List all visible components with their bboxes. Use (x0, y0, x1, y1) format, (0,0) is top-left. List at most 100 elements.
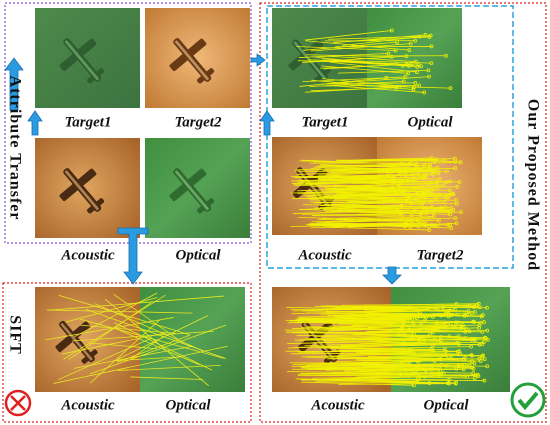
keypoint (457, 180, 462, 184)
fail-icon (4, 389, 32, 417)
keypoint (448, 86, 453, 91)
match-line (322, 186, 422, 191)
keypoint (401, 342, 406, 347)
match-line (299, 174, 402, 178)
match-line (303, 41, 398, 51)
image (145, 8, 250, 108)
match-lines (296, 28, 453, 95)
keypoint (426, 305, 431, 310)
match-line (321, 58, 418, 68)
match-line (334, 183, 438, 188)
keypoint (478, 359, 483, 364)
match-line (310, 43, 411, 52)
image-layer (35, 8, 510, 392)
match-line (325, 367, 440, 369)
keypoint (393, 48, 398, 53)
match-line (328, 364, 442, 367)
match-line (301, 367, 415, 372)
keypoint (453, 159, 458, 164)
image-label: Optical (166, 397, 212, 413)
match-line (342, 35, 431, 46)
match-line (296, 317, 409, 319)
keypoint (422, 90, 427, 95)
image-label: Optical (408, 114, 454, 130)
keypoint (485, 305, 489, 310)
airplane (59, 38, 105, 84)
keypoint (469, 344, 473, 349)
match-line (345, 311, 458, 316)
keypoint (432, 159, 437, 164)
keypoint (429, 222, 434, 227)
arrow-up (4, 57, 24, 111)
match-line (358, 167, 456, 173)
keypoint (410, 341, 415, 346)
keypoint (389, 28, 394, 33)
match-line (65, 297, 158, 323)
match-line (58, 294, 191, 336)
match-line (334, 204, 433, 208)
match-line (364, 303, 479, 306)
highlight (293, 41, 326, 80)
keypoint (427, 228, 432, 232)
image (140, 287, 245, 392)
keypoint (458, 352, 463, 356)
keypoint (415, 64, 420, 69)
match-line (363, 356, 481, 362)
keypoint (452, 307, 457, 312)
keypoint (416, 172, 421, 177)
success-icon (510, 382, 546, 418)
match-line (332, 34, 426, 44)
keypoint (427, 165, 432, 170)
keypoint (389, 54, 394, 59)
match-line (338, 383, 456, 385)
keypoint (471, 366, 476, 371)
keypoint (430, 348, 435, 353)
keypoint (464, 363, 469, 368)
keypoint (472, 361, 477, 366)
match-line (298, 314, 413, 318)
keypoint (454, 198, 458, 203)
keypoint (466, 309, 471, 313)
match-line (90, 324, 227, 375)
match-line (79, 318, 224, 359)
match-line (61, 331, 169, 355)
keypoint (438, 335, 443, 339)
attribute-transfer-frame (4, 2, 252, 244)
proposed-frame (259, 2, 547, 423)
match-line (363, 306, 480, 310)
keypoint (435, 165, 440, 170)
match-line (333, 174, 434, 178)
match-line (320, 203, 423, 209)
match-lines (45, 292, 228, 387)
keypoint (401, 180, 406, 185)
match-line (348, 200, 445, 203)
image-label: Target2 (175, 114, 222, 130)
keypoint (426, 188, 431, 193)
keypoint (451, 208, 456, 212)
side-label: Attribute Transfer (6, 76, 23, 221)
match-line (114, 322, 213, 371)
keypoint (454, 221, 459, 226)
match-line (53, 345, 228, 384)
keypoint (419, 211, 424, 216)
match-line (104, 298, 209, 387)
keypoint (421, 200, 426, 205)
arrow-up (259, 110, 275, 136)
match-line (310, 87, 397, 92)
keypoint (470, 359, 474, 364)
keypoint (427, 74, 431, 79)
keypoint (428, 33, 433, 38)
keypoint (469, 337, 474, 342)
sift-frame (2, 282, 252, 423)
highlight (64, 40, 100, 81)
keypoint (413, 59, 418, 64)
keypoint (434, 206, 439, 211)
match-line (74, 292, 158, 338)
image-label: Target2 (417, 247, 464, 263)
keypoint (438, 369, 443, 373)
arrow-down (117, 227, 149, 285)
match-line (311, 306, 429, 311)
keypoint (423, 33, 428, 37)
keypoint (481, 353, 485, 358)
keypoint (384, 75, 389, 80)
